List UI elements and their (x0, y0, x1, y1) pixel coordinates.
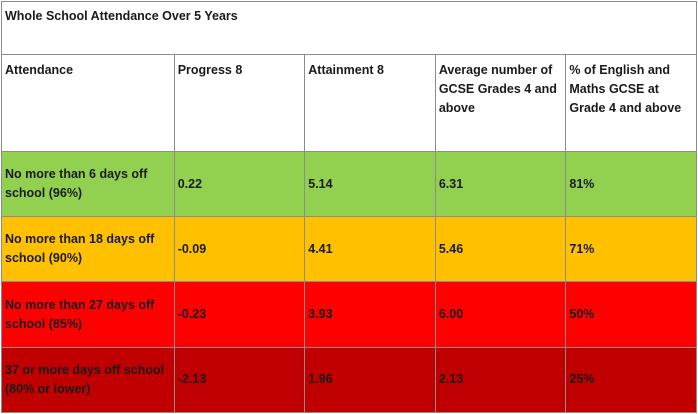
title-row: Whole School Attendance Over 5 Years (1, 0, 697, 56)
cell-attainment-8: 1.96 (304, 346, 436, 414)
cell-attainment-8: 5.14 (304, 150, 436, 218)
header-attainment-8: Attainment 8 (304, 54, 436, 152)
cell-eng-maths: 71% (565, 216, 697, 283)
cell-avg-grades: 6.00 (434, 281, 567, 348)
cell-attendance: 37 or more days off school (80% or lower… (1, 346, 175, 414)
cell-attendance: No more than 18 days off school (90%) (1, 216, 175, 283)
cell-eng-maths: 81% (565, 150, 697, 218)
cell-attainment-8: 4.41 (304, 216, 436, 283)
header-eng-maths: % of English and Maths GCSE at Grade 4 a… (565, 54, 697, 152)
header-avg-grades: Average number of GCSE Grades 4 and abov… (434, 54, 567, 152)
table-row: No more than 27 days off school (85%) -0… (1, 281, 697, 348)
cell-attendance: No more than 27 days off school (85%) (1, 281, 175, 348)
cell-progress-8: -0.23 (173, 281, 306, 348)
table-row: No more than 18 days off school (90%) -0… (1, 216, 697, 283)
header-attendance: Attendance (1, 54, 175, 152)
cell-eng-maths: 25% (565, 346, 697, 414)
cell-avg-grades: 5.46 (434, 216, 567, 283)
cell-avg-grades: 2.13 (434, 346, 567, 414)
cell-attainment-8: 3.93 (304, 281, 436, 348)
header-progress-8: Progress 8 (173, 54, 306, 152)
table-row: No more than 6 days off school (96%) 0.2… (1, 150, 697, 218)
cell-eng-maths: 50% (565, 281, 697, 348)
cell-progress-8: -0.09 (173, 216, 306, 283)
cell-progress-8: 0.22 (173, 150, 306, 218)
cell-attendance: No more than 6 days off school (96%) (1, 150, 175, 218)
header-row: Attendance Progress 8 Attainment 8 Avera… (1, 54, 697, 152)
table-title: Whole School Attendance Over 5 Years (1, 0, 697, 56)
cell-progress-8: -2.13 (173, 346, 306, 414)
cell-avg-grades: 6.31 (434, 150, 567, 218)
table-row: 37 or more days off school (80% or lower… (1, 346, 697, 414)
